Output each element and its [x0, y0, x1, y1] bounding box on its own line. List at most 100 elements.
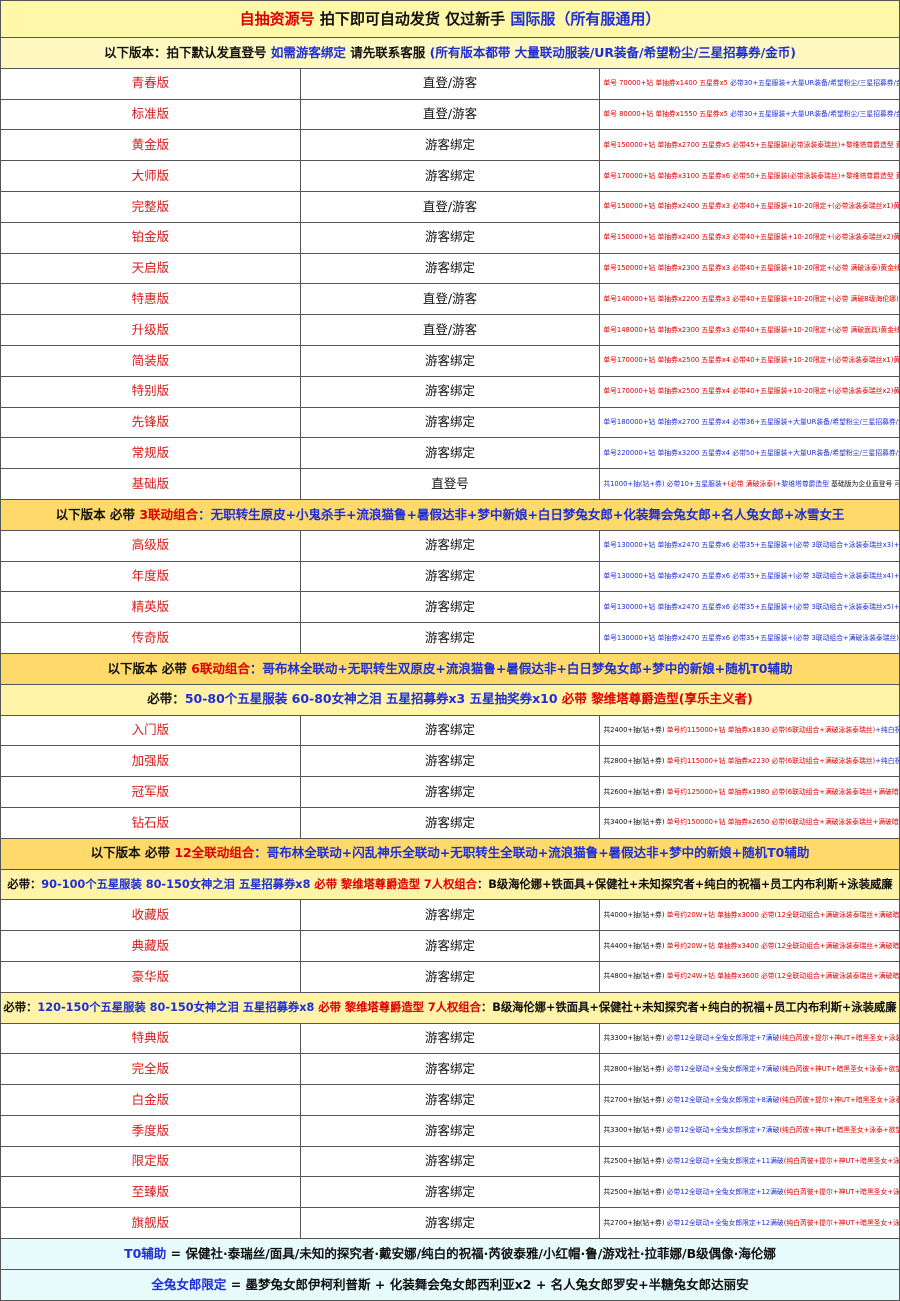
text-segment: 单号130000+钻 单抽券x2470 五星券x6 必带35+五星服装+(必带 … — [603, 541, 900, 550]
binding-type: 游客绑定 — [299, 776, 601, 808]
edition-name: 典藏版 — [0, 930, 301, 962]
section-requirement-cell: 必带：50-80个五星服装 60-80女神之泪 五星招募券x3 五星抽奖券x10… — [0, 683, 900, 716]
text-segment: 12全联动组合 — [174, 845, 255, 861]
binding-type: 游客绑定 — [299, 1022, 601, 1055]
table-row: 升级版 直登/游客 单号148000+钻 单抽券x2300 五星券x3 必带40+五… — [0, 314, 900, 346]
text-segment: 必带12全联动+全兔女郎限定+12满破 — [666, 1187, 784, 1196]
section-banner-cell: 必带：120-150个五星服装 80-150女神之泪 五星招募券x8 必带 黎维… — [0, 991, 900, 1024]
section-banner-cell: 以下版本 必带 12全联动组合：哥布林全联动+闪乱神乐全联动+无职转生全联动+流… — [0, 837, 900, 870]
binding-type: 游客绑定 — [299, 714, 601, 747]
table-row: 年度版 游客绑定 单号130000+钻 单抽券x2470 五星券x6 必带35+五星… — [0, 560, 900, 593]
binding-type: 游客绑定 — [299, 529, 601, 562]
edition-name: 特典版 — [0, 1022, 301, 1055]
table-row: 铂金版 游客绑定 单号150000+钻 单抽券x2400 五星券x3 必带40+五星… — [0, 221, 900, 254]
table-row: 季度版 游客绑定 共3300+抽(钻+券) 必带12全联动+全兔女郎限定+7满破(纯… — [0, 1114, 900, 1147]
edition-name: 旗舰版 — [0, 1207, 301, 1240]
text-segment: (纯白芮彼+提尔+神UT+暗黑圣女+泳泰+威廉君主+欲望洛琪希+达丽安) — [779, 1095, 898, 1104]
table-row: 常规版 游客绑定 单号220000+钻 单抽券x3200 五星券x4 必带50+五星… — [0, 437, 900, 470]
edition-description: 共1000+抽(钻+券) 必带10+五星服装+(必带 满破泳泰)+黎维塔尊爵造型… — [599, 468, 900, 500]
binding-type: 游客绑定 — [299, 1084, 601, 1116]
table-row: 先锋版 游客绑定 单号180000+钻 单抽券x2700 五星券x4 必带36+五星… — [0, 406, 900, 439]
text-segment: ：B级海伦娜+铁面具+保健社+未知探究者+纯白的祝福+员工内布利斯+泳装威廉 — [480, 1000, 897, 1014]
footer-note: T0辅助 = 保健社·泰瑞丝/面具/未知的探究者·戴安娜/纯白的祝福·芮彼泰雅/… — [0, 1238, 900, 1270]
section-requirement: 必带：90-100个五星服装 80-150女神之泪 五星招募券x8 必带 黎维塔… — [0, 868, 900, 901]
table-row: 高级版 游客绑定 单号130000+钻 单抽券x2470 五星券x6 必带35+五星… — [0, 529, 900, 562]
text-segment: 单号约20W+钻 单抽券x3400 必带(12全联动组合+满破泳装泰瑞丝+满破暗… — [666, 941, 900, 950]
page-title-cell: 自抽资源号 拍下即可自动发货 仅过新手 国际服（所有服通用） — [0, 0, 900, 38]
text-segment: 单号 80000+钻 单抽券x1550 五星券x5 — [603, 110, 731, 119]
text-segment: 必带12全联动+全兔女郎限定+7满破 — [666, 1126, 780, 1135]
edition-description: 单号150000+钻 单抽券x2400 五星券x3 必带40+五星服装+10-2… — [599, 221, 900, 254]
edition-description: 共2800+抽(钻+券) 必带12全联动+全兔女郎限定+7满破(纯白芮彼+神UT… — [599, 1053, 900, 1086]
edition-name: 高级版 — [0, 529, 301, 562]
text-segment: 必带： — [7, 877, 42, 891]
edition-description: 单号130000+钻 单抽券x2470 五星券x6 必带35+五星服装+(必带 … — [599, 529, 900, 562]
binding-type: 直登号 — [299, 468, 601, 500]
edition-name: 铂金版 — [0, 221, 301, 254]
text-segment: +纯白祝福+泳装威廉 — [875, 756, 898, 765]
text-segment: 请先联系客服 — [350, 44, 430, 60]
text-segment: 共3300+抽(钻+券) — [603, 1126, 667, 1135]
text-segment: (纯白芮彼+提尔+神UT+暗黑圣女+泳泰+保健社+戴安娜+B偶+威廉君主+化妆兔… — [783, 1187, 900, 1196]
text-segment: 单号140000+钻 单抽券x2200 五星券x3 必带40+五星服装+10-2… — [603, 294, 899, 303]
table-row: 至臻版 游客绑定 共2500+抽(钻+券) 必带12全联动+全兔女郎限定+12满破(… — [0, 1176, 900, 1209]
binding-type: 游客绑定 — [299, 622, 601, 654]
edition-name: 季度版 — [0, 1114, 301, 1147]
text-segment: 单号170000+钻 单抽券x2500 五星券x4 必带40+五星服装+10-2… — [603, 387, 900, 396]
table-row: 简装版 游客绑定 单号170000+钻 单抽券x2500 五星券x4 必带40+五星… — [0, 344, 900, 377]
text-segment: 共2400+抽(钻+券) — [603, 726, 667, 735]
text-segment: 拍下即可自动发货 仅过新手 — [319, 9, 511, 28]
binding-type: 游客绑定 — [299, 437, 601, 470]
binding-type: 游客绑定 — [299, 375, 601, 408]
binding-type: 游客绑定 — [299, 560, 601, 593]
edition-description: 单号140000+钻 单抽券x2200 五星券x3 必带40+五星服装+10-2… — [599, 283, 900, 316]
text-segment: 单号130000+钻 单抽券x2470 五星券x6 必带35+五星服装+(必带 … — [603, 572, 900, 581]
text-segment: 单号 70000+钻 单抽券x1400 五星券x5 — [603, 79, 731, 88]
binding-type: 游客绑定 — [299, 591, 601, 624]
edition-description: 共2400+抽(钻+券) 单号约115000+钻 单抽券x1830 必带(6联动… — [599, 714, 900, 747]
edition-description: 共4000+抽(钻+券) 单号约20W+钻 单抽券x3000 必带(12全联动组… — [599, 899, 900, 932]
edition-description: 单号148000+钻 单抽券x2300 五星券x3 必带40+五星服装+10-2… — [599, 314, 900, 346]
edition-name: 完整版 — [0, 190, 301, 223]
text-segment: 90-100个五星服装 80-150女神之泪 五星招募券x8 — [41, 877, 315, 891]
binding-type: 游客绑定 — [299, 930, 601, 962]
section-requirement: 必带：50-80个五星服装 60-80女神之泪 五星招募券x3 五星抽奖券x10… — [0, 683, 900, 716]
binding-type: 直登/游客 — [299, 314, 601, 346]
text-segment: 必带12全联动+全兔女郎限定+12满破 — [666, 1218, 784, 1227]
binding-type: 游客绑定 — [299, 1145, 601, 1178]
binding-type: 直登/游客 — [299, 98, 601, 131]
text-segment: (纯白芮彼+提尔+神UT+暗黑圣女+泳装泰瑞丝+保健社+达丽安) — [779, 1034, 898, 1042]
edition-name: 冠军版 — [0, 776, 301, 808]
text-segment: 国际服（所有服通用） — [510, 9, 661, 28]
text-segment: 必带12全联动+全兔女郎限定+7满破 — [666, 1064, 780, 1073]
text-segment: 必带30+五星服装+大量UR装备/希望粉尘/三星招募券/金币 — [730, 110, 900, 119]
edition-description: 共2500+抽(钻+券) 必带12全联动+全兔女郎限定+12满破(纯白芮彼+提尔… — [599, 1176, 900, 1209]
table-row: 特典版 游客绑定 共3300+抽(钻+券) 必带12全联动+全兔女郎限定+7满破(纯… — [0, 1022, 900, 1055]
binding-type: 游客绑定 — [299, 960, 601, 993]
edition-name: 完全版 — [0, 1053, 301, 1086]
text-segment: 共2700+抽(钻+券) — [603, 1218, 667, 1227]
edition-name: 加强版 — [0, 745, 301, 778]
footer-note-cell: T0辅助 = 保健社·泰瑞丝/面具/未知的探究者·戴安娜/纯白的祝福·芮彼泰雅/… — [0, 1238, 900, 1270]
text-segment: 单号约115000+钻 单抽券x2230 必带(6联动组合+满破泳装泰瑞丝) — [666, 756, 876, 765]
section-banner: 以下版本 必带 12全联动组合：哥布林全联动+闪乱神乐全联动+无职转生全联动+流… — [0, 837, 900, 870]
edition-description: 单号 70000+钻 单抽券x1400 五星券x5 必带30+五星服装+大量UR… — [599, 67, 900, 100]
text-segment: 单号170000+钻 单抽券x3100 五星券x6 必带50+五星服装(必带泳装… — [603, 171, 898, 180]
text-segment: ：无职转生原皮+小鬼杀手+流浪猫鲁+暑假达非+梦中新娘+白日梦兔女郎+化装舞会兔… — [198, 506, 845, 522]
edition-description: 单号130000+钻 单抽券x2470 五星券x6 必带35+五星服装+(必带 … — [599, 591, 900, 624]
text-segment: 如需游客绑定 — [270, 44, 351, 60]
text-segment: 必带： — [147, 691, 185, 707]
version-note: 以下版本：拍下默认发直登号 如需游客绑定 请先联系客服 (所有版本都带 大量联动… — [0, 37, 900, 69]
table-row: 黄金版 游客绑定 单号150000+钻 单抽券x2700 五星券x5 必带45+五星… — [0, 129, 900, 162]
text-segment: 必带 黎维塔尊爵造型 7人权组合 — [318, 1000, 481, 1014]
binding-type: 游客绑定 — [299, 1176, 601, 1209]
text-segment: 以下版本：拍下默认发直登号 — [104, 44, 271, 60]
edition-description: 共2700+抽(钻+券) 必带12全联动+全兔女郎限定+12满破(纯白芮彼+提尔… — [599, 1207, 900, 1240]
binding-type: 游客绑定 — [299, 1207, 601, 1240]
text-segment: ：哥布林全联动+无职转生双原皮+流浪猫鲁+暑假达非+白日梦兔女郎+梦中的新娘+随… — [249, 660, 793, 676]
table-row: 加强版 游客绑定 共2800+抽(钻+券) 单号约115000+钻 单抽券x2230… — [0, 745, 900, 778]
text-segment: 以下版本 必带 — [107, 660, 192, 676]
table-row: 传奇版 游客绑定 单号130000+钻 单抽券x2470 五星券x6 必带35+五星… — [0, 622, 900, 654]
binding-type: 游客绑定 — [299, 745, 601, 778]
